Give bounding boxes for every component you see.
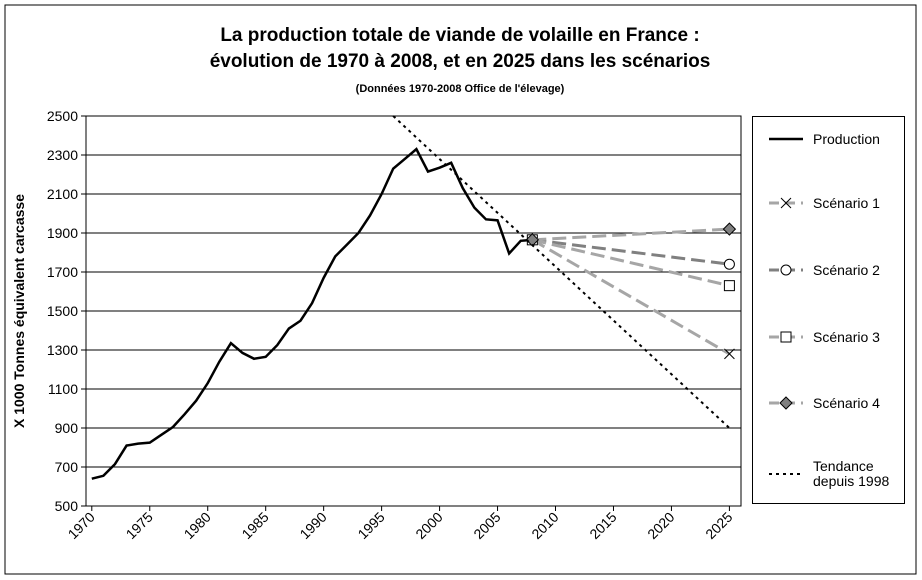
series-line xyxy=(532,238,730,266)
series-line xyxy=(91,147,533,480)
marker xyxy=(780,264,792,276)
x-tick-label: 2020 xyxy=(644,509,677,542)
y-tick-label: 1300 xyxy=(47,342,78,358)
x-tick-label: 1980 xyxy=(181,509,214,542)
y-tick-label: 1700 xyxy=(47,264,78,280)
y-tick-label: 1500 xyxy=(47,303,78,319)
y-tick-label: 2100 xyxy=(47,186,78,202)
marker xyxy=(722,222,737,236)
y-tick-label: 500 xyxy=(55,498,79,514)
legend-entry: Scénario 4 xyxy=(767,395,905,411)
marker xyxy=(780,331,792,343)
x-tick-label: 1975 xyxy=(123,509,156,542)
x-tick-label: 2000 xyxy=(412,509,445,542)
legend-swatch xyxy=(769,197,803,209)
chart-title: La production totale de viande de volail… xyxy=(220,25,699,46)
marker xyxy=(780,197,792,209)
marker xyxy=(779,396,793,410)
legend-entry: Production xyxy=(767,131,905,147)
y-tick-label: 2500 xyxy=(47,108,78,124)
legend-label: Scénario 4 xyxy=(813,394,880,411)
chart-title-line2: évolution de 1970 à 2008, et en 2025 dan… xyxy=(210,51,711,72)
legend-swatch xyxy=(769,137,803,141)
chart-subtitle: (Données 1970-2008 Office de l'élevage) xyxy=(356,83,565,95)
y-tick-label: 900 xyxy=(55,420,79,436)
y-tick-label: 2300 xyxy=(47,147,78,163)
x-tick-label: 1990 xyxy=(296,509,329,542)
legend-label: Scénario 1 xyxy=(813,194,880,211)
legend-entry: Tendance depuis 1998 xyxy=(767,459,905,489)
legend-label: Tendance depuis 1998 xyxy=(813,458,890,489)
marker xyxy=(723,280,735,292)
plot-area xyxy=(85,115,742,507)
legend-label: Production xyxy=(813,130,880,147)
y-tick-label: 700 xyxy=(55,459,79,475)
y-axis-label: X 1000 Tonnes équivalent carcasse xyxy=(11,194,27,428)
x-tick-label: 2015 xyxy=(586,509,619,542)
y-tick-label: 1100 xyxy=(48,381,78,397)
x-tick-label: 2010 xyxy=(528,509,561,542)
legend-swatch xyxy=(769,396,803,410)
legend-label: Scénario 3 xyxy=(813,328,880,345)
x-tick-label: 1995 xyxy=(354,509,387,542)
legend-entry: Scénario 1 xyxy=(767,195,905,211)
legend: Production Scénario 1 Scénario 2 Scénario 3… xyxy=(752,116,905,504)
legend-swatch xyxy=(769,473,803,475)
series-line xyxy=(532,227,730,242)
legend-label: Scénario 2 xyxy=(813,261,880,278)
series-line xyxy=(531,238,730,288)
series-line xyxy=(531,238,731,356)
x-tick-label: 2005 xyxy=(470,509,503,542)
y-tick-label: 1900 xyxy=(47,225,78,241)
legend-entry: Scénario 2 xyxy=(767,262,905,278)
x-tick-label: 1985 xyxy=(238,509,271,542)
legend-swatch xyxy=(769,264,803,276)
legend-swatch xyxy=(769,331,803,343)
marker xyxy=(724,348,735,360)
frame xyxy=(4,4,917,575)
marker xyxy=(723,258,735,270)
x-tick-label: 2025 xyxy=(702,509,735,542)
legend-entry: Scénario 3 xyxy=(767,329,905,345)
